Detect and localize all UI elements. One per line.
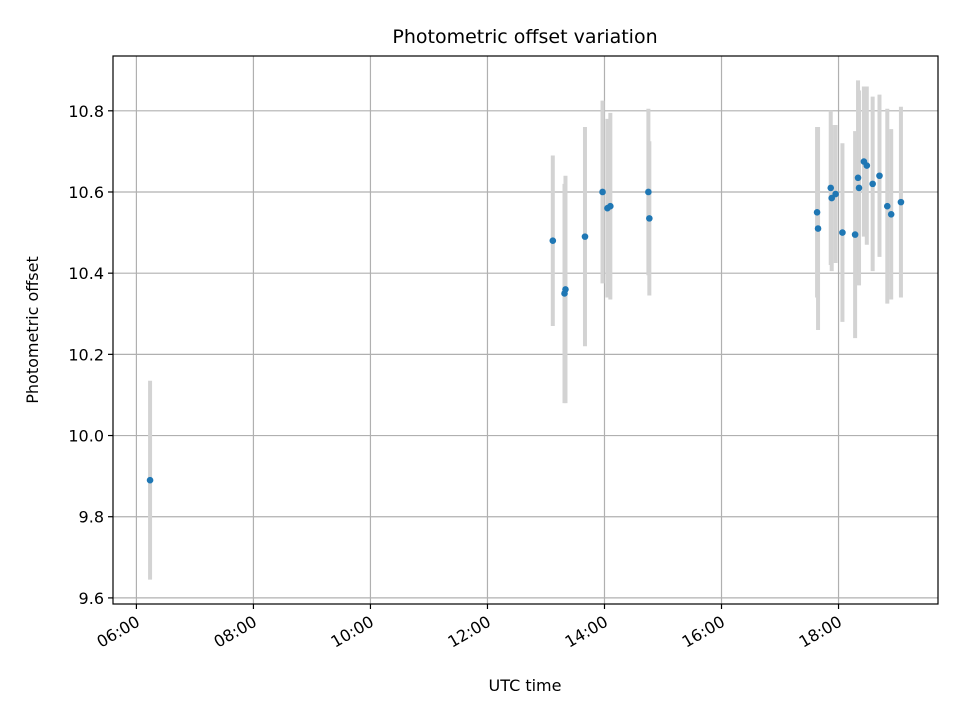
data-point: [599, 188, 606, 196]
x-tick-label: 14:00: [562, 612, 611, 652]
data-point: [887, 211, 895, 218]
x-tick-label: 18:00: [796, 612, 845, 652]
data-point: [863, 162, 871, 169]
data-point: [813, 208, 821, 216]
x-axis-ticks: 06:00 08:00 10:00 12:00 14:00 16:00 18:00: [94, 604, 845, 652]
data-points: [146, 158, 905, 484]
data-point: [832, 190, 839, 198]
x-tick-label: 08:00: [211, 612, 260, 652]
data-point: [876, 172, 883, 180]
y-axis-ticks: 9.6 9.8 10.0 10.2 10.4 10.6 10.8: [68, 102, 113, 608]
y-tick-label: 10.8: [68, 102, 104, 121]
data-point: [607, 202, 614, 210]
x-axis-label: UTC time: [489, 676, 562, 695]
data-point: [646, 215, 653, 222]
grid-lines: [113, 56, 938, 604]
data-point: [562, 286, 569, 293]
data-point: [839, 229, 846, 236]
x-tick-label: 06:00: [94, 612, 143, 652]
data-point: [869, 180, 876, 188]
y-tick-label: 10.4: [68, 264, 104, 283]
x-tick-label: 10:00: [328, 612, 377, 652]
data-point: [883, 202, 891, 210]
y-tick-label: 10.6: [68, 183, 104, 202]
data-point: [827, 184, 835, 192]
data-point: [146, 476, 154, 484]
chart-title: Photometric offset variation: [392, 26, 657, 48]
data-point: [645, 188, 652, 196]
x-tick-label: 12:00: [445, 612, 494, 652]
data-point: [854, 174, 862, 182]
data-point: [549, 237, 557, 244]
data-point: [851, 231, 859, 238]
y-tick-label: 10.0: [68, 427, 104, 446]
error-bars: [148, 80, 903, 580]
data-point: [581, 233, 589, 240]
y-axis-label: Photometric offset: [23, 256, 42, 404]
data-point: [897, 198, 905, 206]
x-tick-label: 16:00: [679, 612, 728, 652]
y-tick-label: 9.6: [79, 589, 104, 608]
y-tick-label: 9.8: [79, 508, 104, 527]
data-point: [855, 184, 863, 192]
data-point: [814, 225, 822, 232]
y-tick-label: 10.2: [68, 345, 104, 364]
plot-frame: [112, 55, 939, 605]
